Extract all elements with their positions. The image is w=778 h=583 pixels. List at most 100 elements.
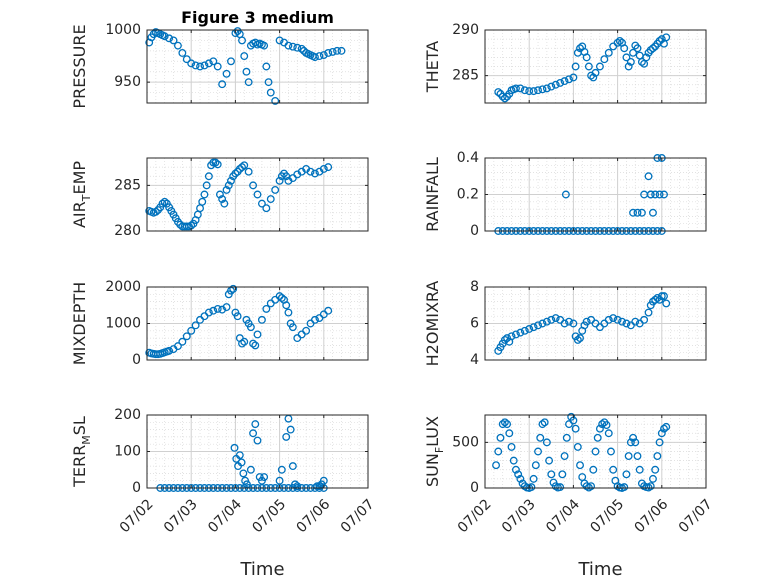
y-tick-label: 950 (114, 74, 141, 90)
data-point (229, 284, 238, 293)
data-point (646, 482, 655, 491)
data-point (231, 169, 240, 178)
data-point (547, 82, 556, 91)
data-point (571, 62, 580, 71)
data-point (173, 342, 182, 351)
y-tick-label: 0 (470, 223, 479, 239)
y-tick-label: 6 (470, 316, 479, 332)
data-point (516, 328, 525, 337)
data-point (204, 59, 213, 68)
data-point (640, 315, 649, 324)
data-point (602, 421, 611, 429)
data-point (178, 48, 187, 57)
data-point (200, 190, 209, 199)
data-point (240, 52, 249, 61)
data-point (538, 420, 547, 429)
data-point (660, 424, 668, 433)
y-axis-label-tail: LUX (423, 416, 442, 447)
data-point (237, 458, 246, 467)
data-point (538, 319, 547, 328)
data-point (260, 473, 269, 481)
data-point (271, 185, 280, 194)
data-point (589, 465, 598, 474)
data-point (582, 53, 591, 62)
data-point (209, 158, 218, 167)
chart-title: Figure 3 medium (181, 8, 334, 27)
data-point (324, 306, 333, 315)
data-point (529, 87, 538, 96)
y-axis-label-main: THETA (423, 41, 442, 93)
data-point (284, 41, 293, 50)
data-point (187, 59, 196, 68)
data-point (282, 301, 291, 310)
data-point (286, 425, 295, 434)
data-point (573, 335, 582, 344)
data-point (516, 474, 525, 483)
data-point (182, 332, 191, 341)
data-point (218, 195, 227, 204)
data-point (551, 80, 560, 89)
axes-box (146, 157, 369, 232)
data-point (224, 181, 233, 190)
data-point (662, 299, 671, 308)
data-point (547, 315, 556, 324)
data-point (218, 80, 227, 89)
data-point (302, 326, 311, 335)
data-point (571, 424, 580, 433)
data-point (319, 164, 328, 173)
data-point (511, 465, 520, 474)
data-point (266, 195, 275, 204)
data-point (520, 326, 529, 335)
data-point (169, 36, 178, 45)
y-axis-label: MIXDEPTH (70, 282, 89, 365)
subplot-4: 0 0.2 0.4 RAINFALL (423, 150, 707, 239)
data-point (540, 418, 549, 427)
data-point (494, 447, 503, 456)
data-point (576, 334, 584, 343)
data-point (536, 433, 545, 442)
y-axis-label-main: H2OMIXRA (423, 281, 442, 367)
y-axis-label: RAINFALL (423, 157, 442, 232)
data-point (328, 47, 337, 56)
data-point (534, 321, 542, 330)
y-axis-label: THETA (423, 41, 442, 93)
data-point (542, 317, 551, 326)
data-point (622, 319, 631, 328)
data-point (657, 292, 666, 301)
data-point (246, 465, 255, 474)
data-point (595, 424, 604, 433)
data-point (220, 199, 229, 208)
data-point (213, 160, 222, 169)
y-axis-label-main: SUN (423, 453, 442, 487)
data-point (531, 461, 540, 470)
data-point (655, 190, 664, 199)
data-point (660, 292, 668, 301)
data-point (565, 317, 573, 326)
data-point (649, 474, 657, 483)
data-point (573, 442, 582, 451)
data-point (244, 78, 253, 87)
data-point (333, 46, 342, 55)
data-point (182, 222, 191, 231)
y-axis-label-main: MIXDEPTH (70, 282, 89, 365)
data-point (626, 57, 635, 66)
y-axis-label-main: AIR (70, 201, 89, 228)
data-point (615, 37, 624, 45)
data-point (609, 465, 618, 474)
y-tick-label: 4 (470, 352, 479, 368)
data-point (516, 84, 525, 93)
data-point (613, 38, 622, 47)
data-point (560, 319, 569, 328)
data-point (204, 172, 213, 181)
data-point (209, 306, 218, 315)
y-tick-label: 280 (114, 223, 141, 239)
data-point (275, 36, 284, 45)
data-point (257, 199, 266, 208)
data-point (337, 46, 346, 55)
y-tick-label: 0 (470, 480, 479, 496)
data-point (160, 197, 169, 206)
data-point (191, 321, 200, 330)
data-point (651, 190, 660, 199)
data-point (662, 33, 671, 42)
data-point (257, 315, 266, 324)
